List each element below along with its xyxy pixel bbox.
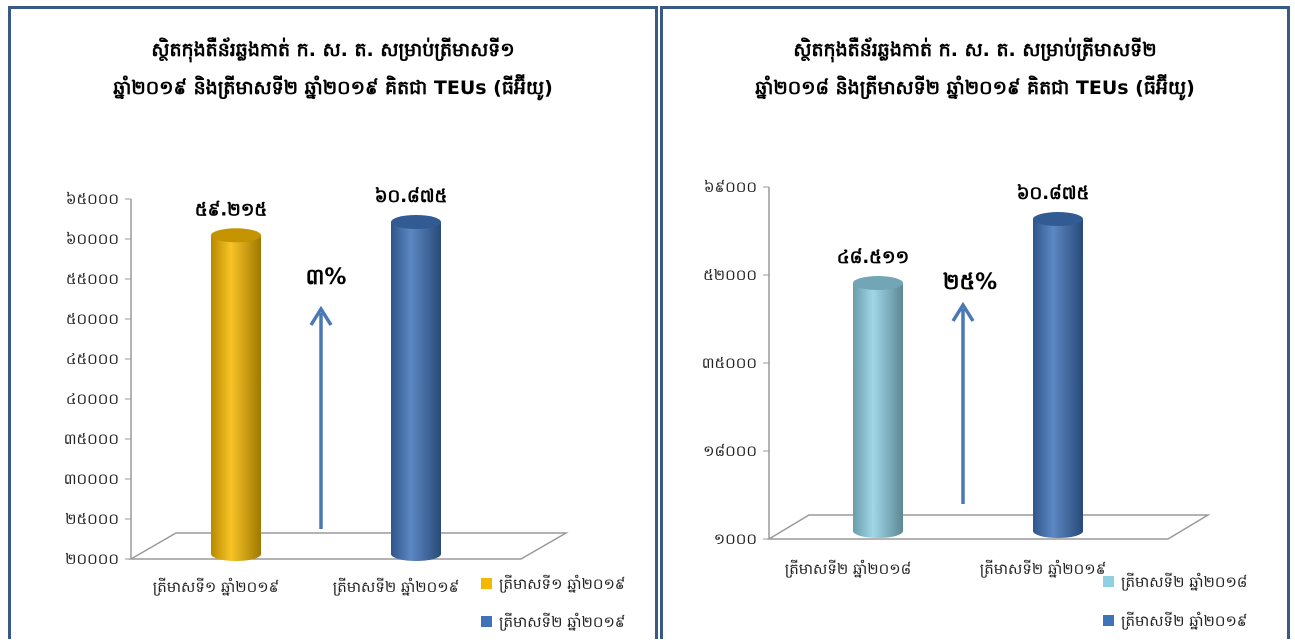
y-tick-label: ៣៥០០០: [64, 430, 119, 448]
bar-top: [853, 276, 903, 291]
chart-panel-right: ស្ថិតកុងតឺន័រឆ្លងកាត់ ក. ស. ត. សម្រាប់ត្…: [660, 6, 1290, 639]
data-label: ៥៩.២១៥: [195, 199, 267, 220]
legend-label: ត្រីមាសទី២ ឆ្នាំ២០១៩: [1121, 611, 1247, 630]
x-tick-label: ត្រីមាសទី២ ឆ្នាំ២០១៩: [980, 559, 1106, 578]
chart-panel-left: ស្ថិតកុងតឺន័រឆ្លងកាត់ ក. ស. ត. សម្រាប់ត្…: [8, 6, 658, 639]
y-tick-label: ៦៥០០០: [66, 190, 119, 208]
legend-label: ត្រីមាសទី១ ឆ្នាំ២០១៩: [499, 574, 625, 593]
chart-title: ស្ថិតកុងតឺន័រឆ្លងកាត់ ក. ស. ត. សម្រាប់ត្…: [663, 31, 1287, 107]
change-percent-label: ៣%: [306, 265, 347, 290]
chart-floor: [766, 514, 1211, 540]
legend-label: ត្រីមាសទី២ ឆ្នាំ២០១៩: [499, 612, 625, 631]
chart-title-line-1: ស្ថិតកុងតឺន័រឆ្លងកាត់ ក. ស. ត. សម្រាប់ត្…: [151, 39, 515, 61]
y-tick-label: ១០០០: [714, 530, 757, 548]
bar-body: [211, 235, 261, 561]
y-tick-label: ៦០០០០: [66, 230, 119, 248]
data-label: ៦០.៨៧៥: [375, 186, 448, 207]
legend-label: ត្រីមាសទី២ ឆ្នាំ២០១៨: [1121, 572, 1247, 591]
data-label: ៦០.៨៧៥: [1017, 183, 1090, 204]
x-tick-label: ត្រីមាសទី២ ឆ្នាំ២០១៨: [785, 559, 911, 578]
growth-arrow-head: [309, 305, 333, 326]
y-tick-label: ៥២០០០: [703, 266, 757, 284]
chart-title-line-2: ឆ្នាំ២០១៨ និងត្រីមាសទី២ ឆ្នាំ២០១៩ គិតជា …: [755, 77, 1195, 99]
y-tick-label: ២៥០០០: [65, 510, 119, 528]
chart-title: ស្ថិតកុងតឺន័រឆ្លងកាត់ ក. ស. ត. សម្រាប់ត្…: [11, 31, 655, 107]
chart-title-line-1: ស្ថិតកុងតឺន័រឆ្លងកាត់ ក. ស. ត. សម្រាប់ត្…: [793, 39, 1157, 61]
bar: [211, 228, 261, 561]
y-tick-label: ២០០០០: [65, 550, 119, 568]
y-tick-label: ៣៥០០០: [702, 354, 757, 372]
y-tick-label: ៦៩០០០: [704, 178, 757, 196]
legend-swatch: [1103, 615, 1114, 626]
data-label: ៤៨.៥១១: [837, 247, 909, 268]
bar-top: [1033, 212, 1083, 227]
legend-swatch: [481, 616, 492, 627]
legend-swatch: [481, 578, 492, 589]
bar-body: [391, 222, 441, 561]
y-tick-label: ៤០០០០: [66, 390, 119, 408]
bar-body: [853, 283, 903, 538]
chart-svg-left: ២០០០០ ២៥០០០ ៣០០០០ ៣៥០០០ ៤០០០០ ៤៥០០០ ៥០០០០ ៥៥០០០…: [64, 186, 626, 631]
bar: [853, 276, 903, 538]
y-tick-label: ១៨០០០: [703, 442, 757, 460]
legend-swatch: [1103, 576, 1114, 587]
x-tick-label: ត្រីមាសទី២ ឆ្នាំ២០១៩: [333, 577, 459, 596]
change-percent-label: ២៥%: [943, 270, 997, 295]
chart-title-line-2: ឆ្នាំ២០១៩ និងត្រីមាសទី២ ឆ្នាំ២០១៩ គិតជា …: [113, 77, 553, 99]
bar-top: [211, 228, 261, 243]
growth-arrow-head: [951, 301, 975, 322]
bar: [391, 215, 441, 561]
y-tick-label: ៥៥០០០: [66, 270, 119, 288]
chart-svg-right: ១០០០ ១៨០០០ ៣៥០០០ ៥២០០០ ៦៩០០០៤៨.៥១១ត្រីមាសទី២…: [702, 178, 1248, 630]
bar-body: [1033, 219, 1083, 538]
bar-top: [391, 215, 441, 229]
chart-floor: [128, 532, 569, 560]
y-tick-label: ៣០០០០: [64, 470, 119, 488]
y-tick-label: ៥០០០០: [66, 310, 119, 328]
x-tick-label: ត្រីមាសទី១ ឆ្នាំ២០១៩: [153, 577, 279, 596]
y-tick-label: ៤៥០០០: [66, 350, 119, 368]
bar: [1033, 212, 1083, 538]
